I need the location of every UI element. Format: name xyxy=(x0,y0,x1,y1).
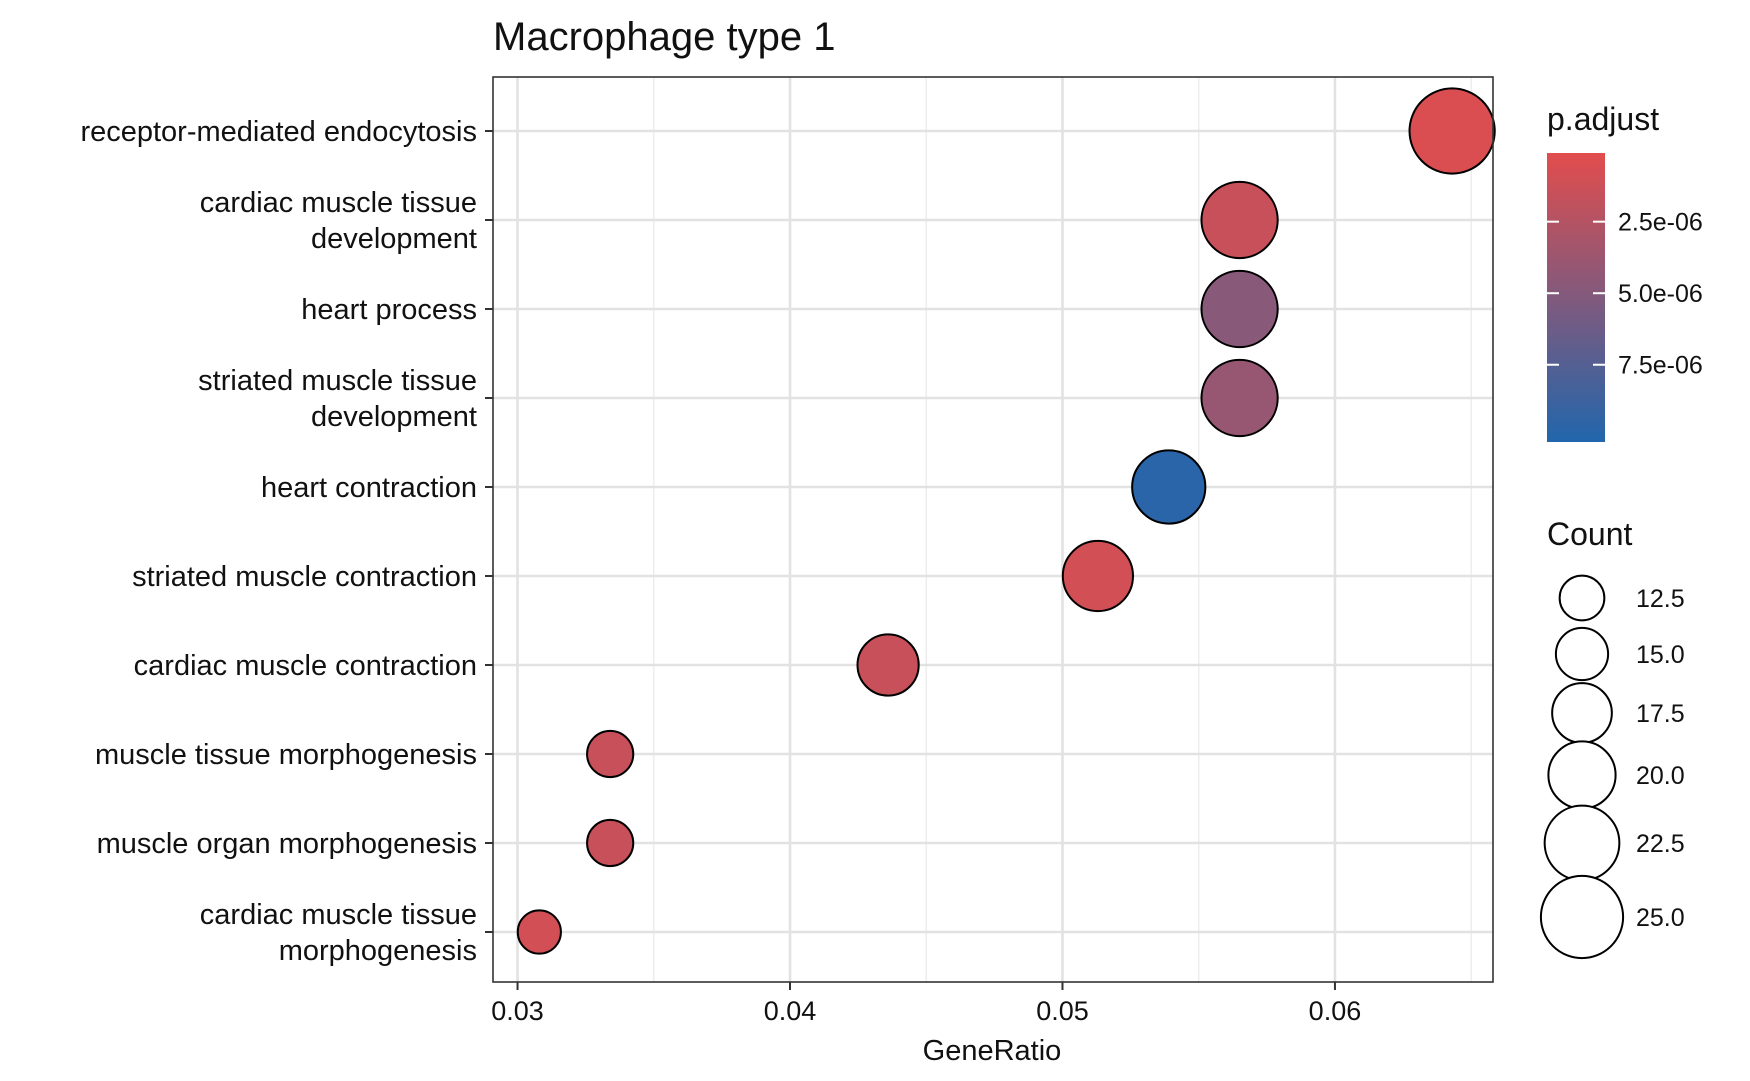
y-tick-label: cardiac muscle tissue morphogenesis xyxy=(200,899,477,967)
data-point xyxy=(586,729,635,779)
data-point xyxy=(1408,87,1496,175)
size-legend-circle xyxy=(1551,682,1613,744)
y-tick-label: heart process xyxy=(301,294,477,326)
y-tick-label: receptor-mediated endocytosis xyxy=(80,116,477,148)
color-legend-label: 5.0e-06 xyxy=(1618,280,1703,308)
y-tick-label: muscle organ morphogenesis xyxy=(97,828,477,860)
y-tick-label: cardiac muscle contraction xyxy=(134,650,477,682)
y-tick-label-line: development xyxy=(311,223,477,255)
size-legend-label: 22.5 xyxy=(1636,830,1685,858)
y-tick-label-line: heart contraction xyxy=(261,472,477,504)
data-point xyxy=(1131,449,1207,525)
size-legend-label: 20.0 xyxy=(1636,762,1685,790)
data-point xyxy=(1061,539,1135,613)
color-legend: p.adjust 2.5e-06 5.0e-06 7.5e-06 xyxy=(1547,101,1703,442)
x-tick-label: 0.06 xyxy=(1309,996,1362,1026)
data-point xyxy=(856,633,920,697)
size-legend-circle xyxy=(1558,574,1606,622)
y-tick-label: striated muscle contraction xyxy=(132,561,477,593)
y-tick-label-line: striated muscle contraction xyxy=(132,561,477,593)
plot-panel: receptor-mediated endocytosis cardiac mus… xyxy=(80,76,1496,1026)
size-legend-label: 25.0 xyxy=(1636,904,1685,932)
plot-background xyxy=(493,77,1493,982)
size-legend-circle xyxy=(1539,874,1625,960)
size-legend-label: 15.0 xyxy=(1636,641,1685,669)
color-bar xyxy=(1547,153,1605,442)
y-tick-label-line: muscle tissue morphogenesis xyxy=(95,739,477,771)
color-legend-title: p.adjust xyxy=(1547,101,1659,137)
y-tick-label-line: cardiac muscle tissue xyxy=(200,187,477,219)
y-tick-label-line: development xyxy=(311,401,477,433)
x-tick-label: 0.03 xyxy=(491,996,544,1026)
data-point xyxy=(1200,358,1279,438)
size-legend-label: 12.5 xyxy=(1636,585,1685,613)
size-legend-title: Count xyxy=(1547,516,1633,552)
size-legend-circle xyxy=(1543,804,1621,882)
size-legend-label: 17.5 xyxy=(1636,700,1685,728)
chart-title: Macrophage type 1 xyxy=(493,15,835,59)
y-tick-label-line: cardiac muscle tissue xyxy=(200,899,477,931)
y-tick-label-line: cardiac muscle contraction xyxy=(134,650,477,682)
data-point xyxy=(586,818,635,868)
x-tick-label: 0.05 xyxy=(1036,996,1089,1026)
size-legend-circle xyxy=(1547,740,1617,810)
plot-border xyxy=(492,76,1494,983)
y-tick-label: cardiac muscle tissue development xyxy=(200,187,477,255)
y-tick-label: muscle tissue morphogenesis xyxy=(95,739,477,771)
size-legend-circle xyxy=(1554,626,1610,682)
x-tick-label: 0.04 xyxy=(764,996,817,1026)
color-legend-label: 2.5e-06 xyxy=(1618,209,1703,237)
data-point xyxy=(1200,269,1279,349)
color-legend-label: 7.5e-06 xyxy=(1618,352,1703,380)
y-tick-label-line: receptor-mediated endocytosis xyxy=(80,116,477,148)
y-tick-label: heart contraction xyxy=(261,472,477,504)
y-tick-label: striated muscle tissue development xyxy=(198,365,477,433)
x-axis-title: GeneRatio xyxy=(923,1035,1062,1067)
y-tick-label-line: heart process xyxy=(301,294,477,326)
y-tick-label-line: morphogenesis xyxy=(279,935,477,967)
y-tick-label-line: striated muscle tissue xyxy=(198,365,477,397)
y-tick-label-line: muscle organ morphogenesis xyxy=(97,828,477,860)
size-legend: Count 12.5 15.0 17.5 20.0 22.5 25.0 xyxy=(1539,516,1685,960)
data-point xyxy=(1200,180,1279,260)
data-point xyxy=(516,909,562,955)
